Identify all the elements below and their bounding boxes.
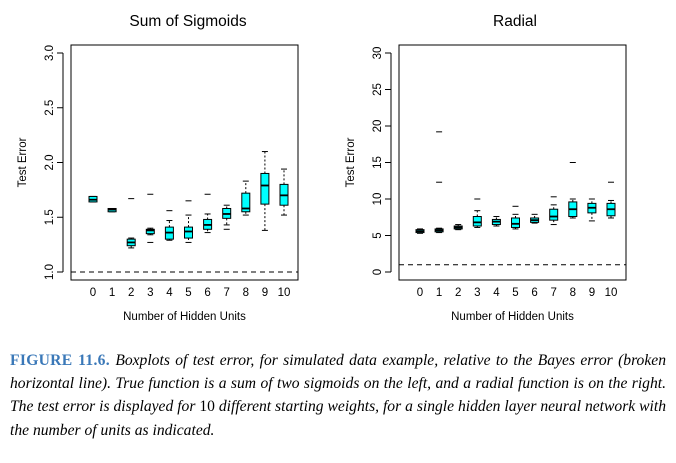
iqr-box	[241, 192, 251, 213]
boxplot-1	[434, 131, 444, 234]
boxplot-9	[587, 198, 597, 222]
y-tick-label: 1.5	[44, 209, 56, 225]
boxplot-0	[88, 195, 98, 203]
boxplot-1	[107, 207, 117, 213]
x-tick-label: 7	[550, 287, 556, 299]
x-tick-label: 10	[605, 287, 618, 299]
x-axis-label: Number of Hidden Units	[123, 311, 246, 323]
y-tick-label: 1.0	[44, 264, 56, 280]
boxplot-9	[260, 151, 270, 231]
iqr-box	[511, 217, 520, 228]
x-tick-label: 5	[512, 287, 518, 299]
boxplot-7	[549, 196, 559, 226]
boxplot-8	[568, 162, 578, 219]
x-tick-label: 3	[474, 287, 480, 299]
y-tick-label: 25	[372, 83, 384, 96]
x-tick-label: 1	[109, 287, 115, 299]
x-tick-label: 6	[531, 287, 537, 299]
boxplot-10	[279, 168, 289, 216]
plot-frame	[70, 44, 299, 281]
chart-title: Sum of Sigmoids	[129, 13, 246, 30]
x-tick-label: 3	[147, 287, 153, 299]
x-tick-label: 0	[417, 287, 423, 299]
x-tick-label: 1	[436, 287, 442, 299]
boxplot-6	[203, 193, 213, 234]
figure-panels: Sum of Sigmoids 1.0 1.5 2.0 2.5 3.0 Test Error…	[17, 13, 627, 323]
boxplot-8	[241, 180, 251, 216]
y-tick-label: 0	[372, 269, 384, 275]
x-tick-label: 2	[128, 287, 134, 299]
y-axis-label: Test Error	[345, 137, 357, 187]
figure-caption: FIGURE 11.6. Boxplots of test error, for…	[10, 349, 666, 442]
iqr-box	[184, 226, 193, 239]
boxplot-7	[222, 204, 232, 230]
boxplot-0	[415, 228, 425, 234]
iqr-box	[260, 172, 270, 205]
x-tick-label: 5	[185, 287, 191, 299]
x-tick-label: 9	[262, 287, 268, 299]
boxplot-6	[530, 213, 540, 224]
figure-label: FIGURE 11.6.	[10, 352, 110, 369]
x-tick-label: 9	[589, 287, 595, 299]
y-tick-label: 30	[372, 47, 384, 60]
chart-title: Radial	[493, 13, 537, 30]
boxplot-3	[145, 193, 155, 243]
iqr-box	[549, 208, 559, 221]
x-tick-label: 0	[90, 287, 96, 299]
x-axis-label: Number of Hidden Units	[451, 311, 574, 323]
y-tick-label: 2.0	[44, 155, 56, 171]
boxplot-4	[491, 216, 501, 227]
y-tick-label: 5	[372, 232, 384, 238]
iqr-box	[472, 216, 482, 227]
y-tick-label: 10	[372, 193, 384, 206]
x-tick-label: 4	[166, 287, 173, 299]
caption-number: 10	[199, 398, 215, 416]
sum-of-sigmoids-panel: Sum of Sigmoids 1.0 1.5 2.0 2.5 3.0 Test Error…	[17, 13, 299, 323]
plot-frame	[398, 44, 627, 281]
boxplot-10	[606, 181, 616, 219]
y-tick-label: 3.0	[44, 45, 56, 61]
x-tick-label: 8	[570, 287, 576, 299]
y-tick-label: 15	[372, 156, 384, 169]
boxplot-5	[511, 205, 520, 230]
boxplot-4	[164, 210, 174, 241]
x-tick-label: 7	[223, 287, 229, 299]
x-tick-label: 2	[455, 287, 461, 299]
y-tick-label: 2.5	[44, 100, 56, 116]
boxplot-2	[126, 198, 136, 249]
y-tick-label: 20	[372, 120, 384, 133]
x-tick-label: 4	[493, 287, 500, 299]
x-tick-label: 6	[204, 287, 210, 299]
iqr-box	[145, 228, 155, 235]
x-tick-label: 8	[243, 287, 249, 299]
boxplot-5	[184, 200, 193, 243]
y-axis-label: Test Error	[17, 137, 29, 187]
caption-text-2: different starting weights, for a single…	[10, 398, 666, 439]
boxplot-2	[453, 224, 463, 231]
caption-text-1: Boxplots of test error, for simulated da…	[10, 352, 666, 416]
x-tick-label: 10	[278, 287, 291, 299]
boxplot-3	[472, 198, 482, 228]
